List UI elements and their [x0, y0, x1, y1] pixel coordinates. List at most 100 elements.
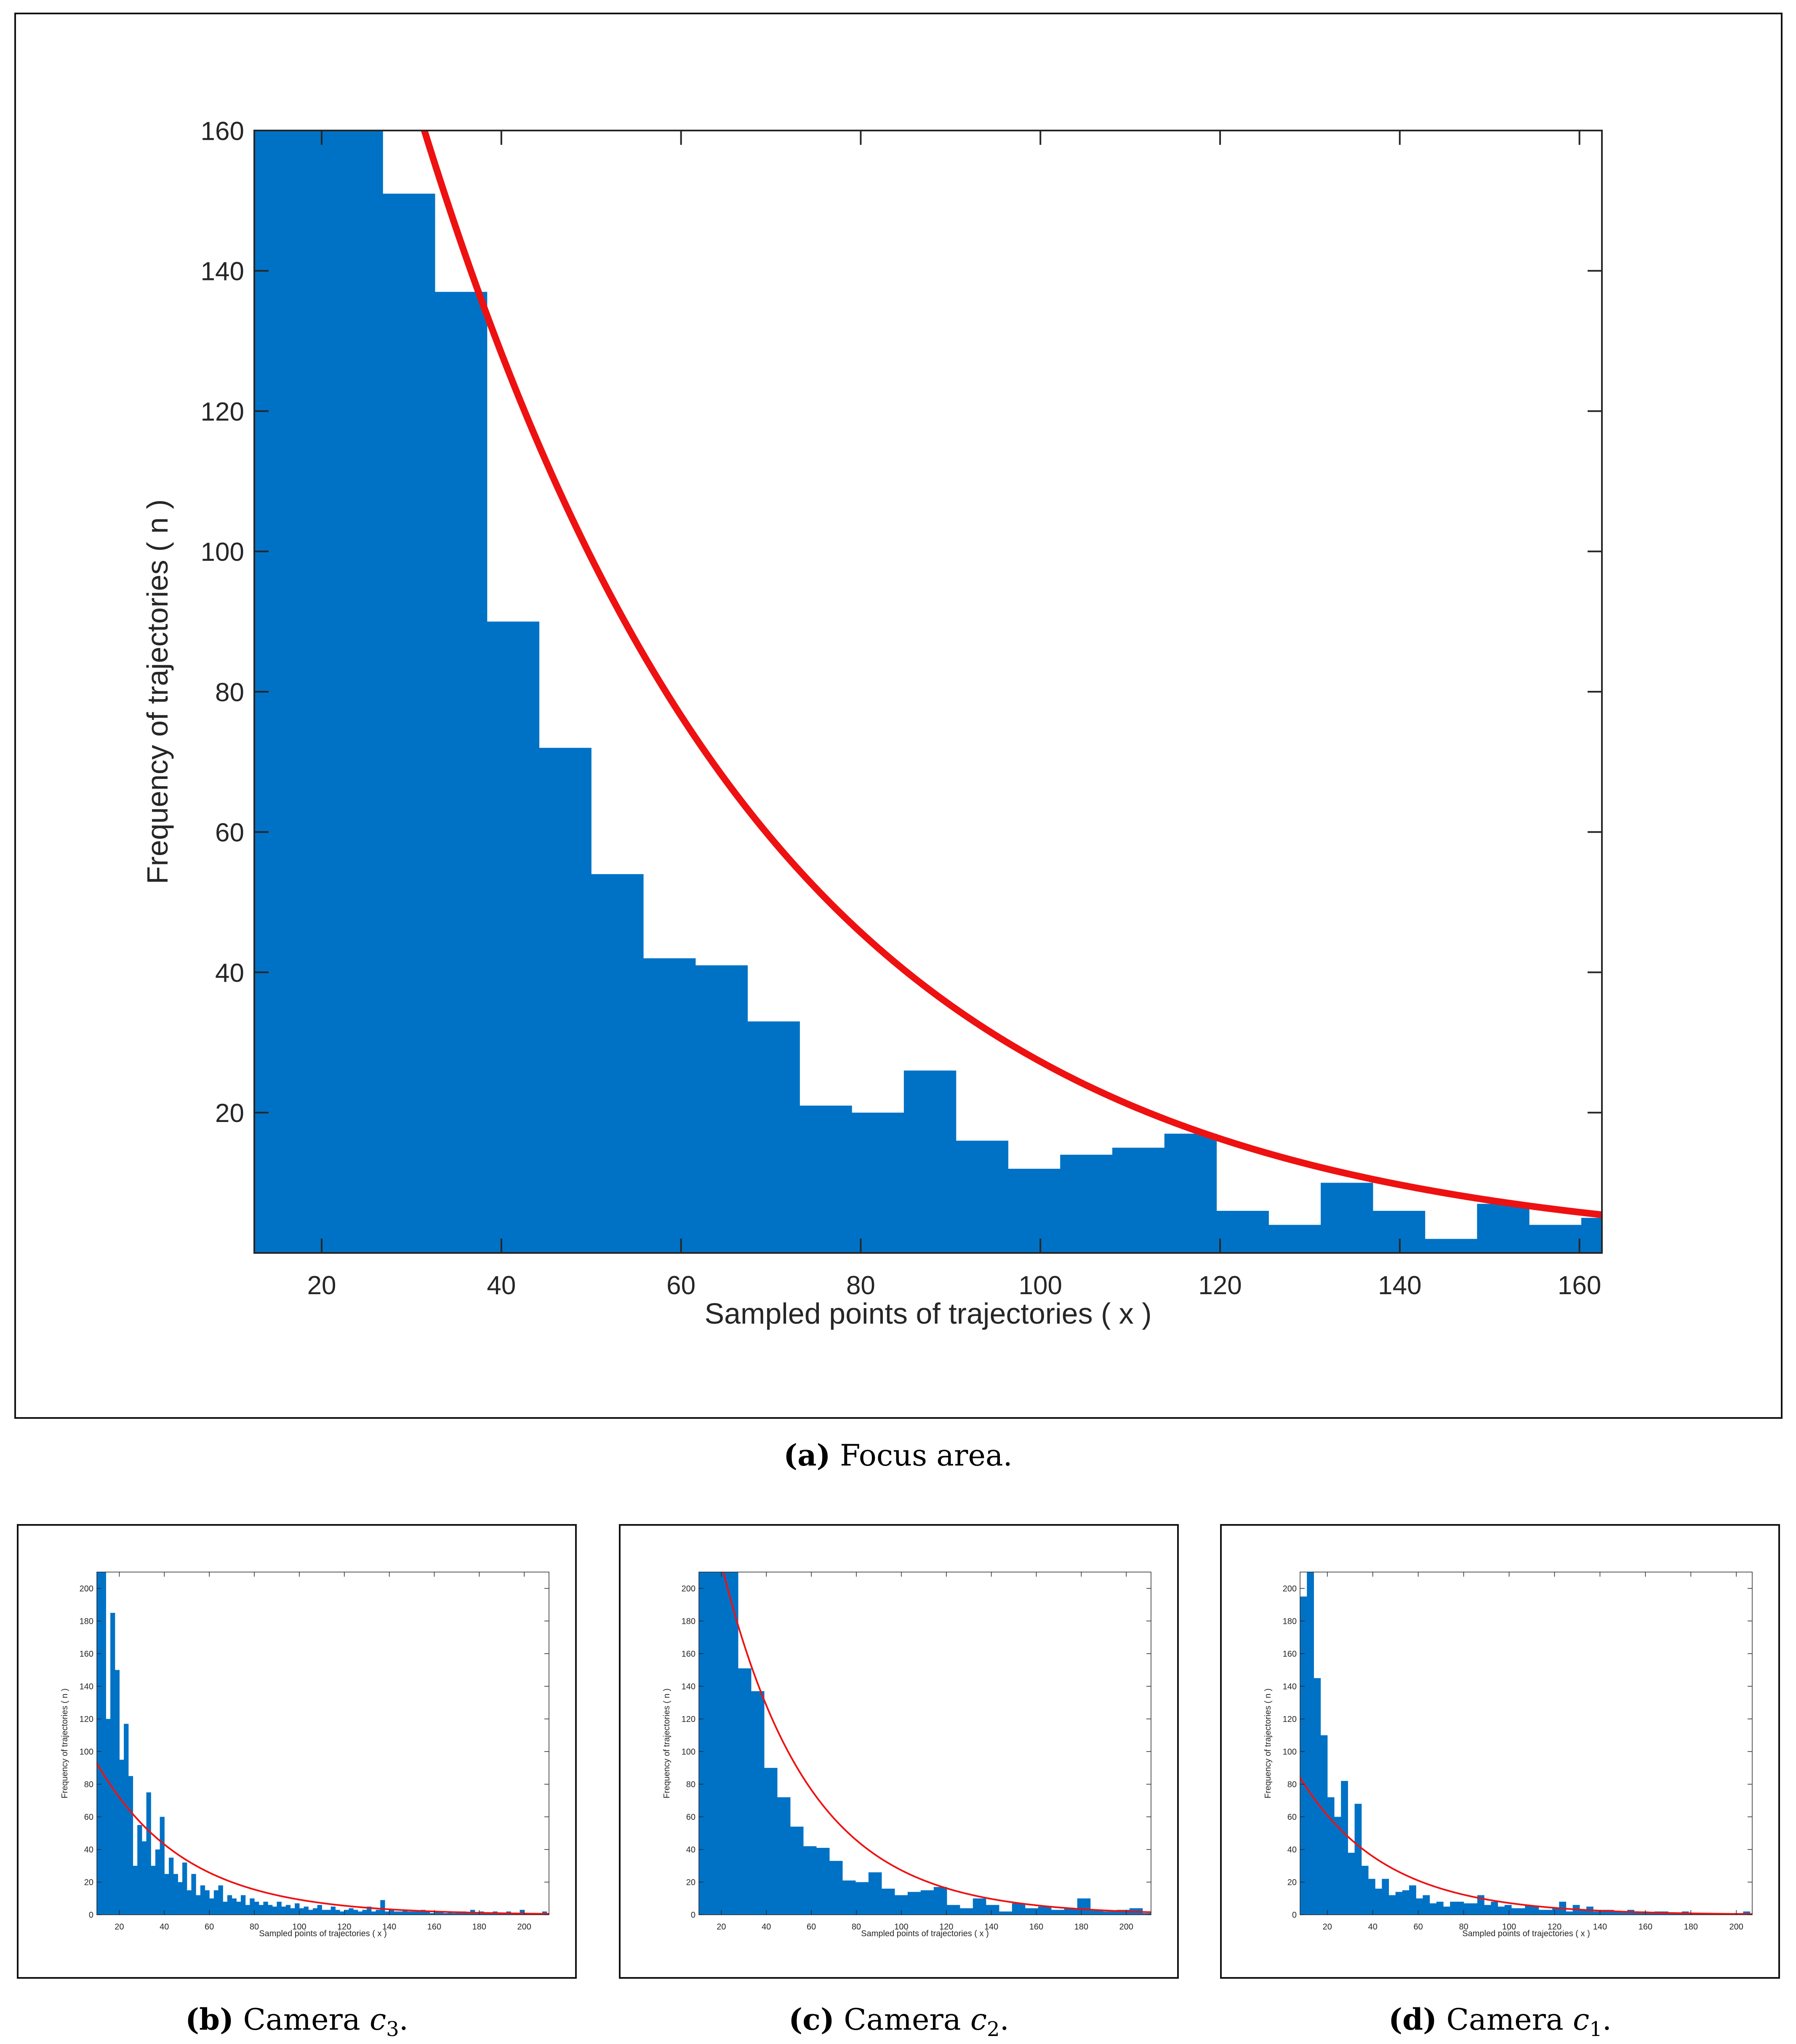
- bars-a: [254, 131, 1602, 1253]
- bar: [344, 1910, 349, 1915]
- bar: [223, 1901, 228, 1915]
- bar: [443, 1913, 448, 1915]
- bar: [1463, 1903, 1471, 1915]
- x-tick-label: 60: [666, 1271, 695, 1300]
- bar: [1064, 1908, 1078, 1915]
- bar: [1593, 1911, 1601, 1915]
- y-tick-label: 120: [80, 1715, 93, 1724]
- bar: [933, 1887, 947, 1915]
- y-tick-label: 40: [215, 959, 244, 988]
- bar: [213, 1890, 219, 1915]
- bar: [1498, 1906, 1505, 1915]
- y-tick-label: 160: [80, 1650, 93, 1659]
- bar: [1607, 1910, 1614, 1915]
- bar: [268, 1905, 273, 1915]
- y-tick-label: 60: [686, 1813, 695, 1822]
- y-tick-label: 40: [686, 1845, 695, 1855]
- y-tick-label: 200: [682, 1584, 695, 1594]
- bar: [394, 1911, 399, 1915]
- caption-d-label: (d): [1388, 2002, 1437, 2037]
- bar: [1538, 1910, 1546, 1915]
- bar: [141, 1841, 147, 1915]
- bar: [1395, 1892, 1403, 1915]
- bar: [384, 1911, 390, 1915]
- bar: [1429, 1903, 1437, 1915]
- bar: [312, 1908, 318, 1915]
- bar: [164, 1874, 169, 1915]
- bar: [1268, 1225, 1321, 1253]
- y-tick-label: 120: [201, 397, 244, 426]
- bar: [434, 292, 488, 1253]
- bar: [1504, 1905, 1512, 1915]
- bar: [1457, 1901, 1464, 1915]
- bar: [1470, 1903, 1478, 1915]
- bar: [425, 1911, 430, 1915]
- bar: [1382, 1879, 1389, 1915]
- bar: [97, 1572, 102, 1915]
- bar: [1450, 1901, 1457, 1915]
- bar: [340, 1911, 345, 1915]
- bar: [829, 1861, 843, 1915]
- bar: [852, 1112, 904, 1253]
- bar: [1008, 1169, 1061, 1253]
- y-axis-label: Frequency of trajectories ( n ): [662, 1688, 672, 1798]
- y-tick-label: 120: [682, 1715, 695, 1724]
- bar: [1566, 1911, 1573, 1915]
- bar: [353, 1910, 358, 1915]
- bar: [173, 1874, 178, 1915]
- bar: [903, 1070, 957, 1253]
- x-tick-label: 100: [292, 1922, 306, 1932]
- bar: [137, 1825, 142, 1915]
- bar: [1051, 1910, 1065, 1915]
- y-tick-label: 140: [682, 1682, 695, 1692]
- bar: [281, 1906, 286, 1915]
- chart-panel-a: 20 40 60 80 100 120 140 160 20 40 60 80 100 120 140 160…: [14, 13, 1783, 1419]
- bar: [591, 874, 644, 1253]
- chart-panel-d: 20 40 60 80 100 120 140 160 180 200 0 20 40 60 80 100 12…: [1220, 1524, 1780, 1979]
- caption-a-text: Focus area.: [839, 1438, 1013, 1473]
- bar: [398, 1911, 403, 1915]
- x-tick-label: 160: [1029, 1922, 1043, 1932]
- x-tick-label: 140: [1593, 1922, 1607, 1932]
- y-tick-label: 160: [1283, 1650, 1297, 1659]
- bar: [191, 1874, 196, 1915]
- bar: [799, 1106, 852, 1253]
- bar: [335, 1910, 340, 1915]
- bar: [1511, 1908, 1519, 1915]
- bar: [986, 1905, 999, 1915]
- bar: [1300, 1596, 1307, 1915]
- bar: [1216, 1211, 1269, 1253]
- bar: [1142, 1913, 1151, 1915]
- bar: [699, 1572, 712, 1915]
- x-tick-label: 180: [1074, 1922, 1088, 1932]
- x-tick-label: 20: [717, 1922, 726, 1932]
- bar: [1600, 1910, 1607, 1915]
- x-axis-label: Sampled points of trajectories ( x ): [259, 1929, 386, 1938]
- bar: [196, 1895, 201, 1915]
- bar: [119, 1759, 124, 1915]
- y-tick-label: 0: [691, 1911, 695, 1920]
- bar: [1025, 1908, 1039, 1915]
- bar: [1518, 1908, 1525, 1915]
- fit-curve: [1300, 1777, 1752, 1915]
- x-tick-label: 20: [115, 1922, 124, 1932]
- bar: [402, 1910, 408, 1915]
- caption-b-label: (b): [185, 2002, 234, 2037]
- bar: [1545, 1910, 1553, 1915]
- y-tick-label: 100: [682, 1748, 695, 1757]
- y-tick-label: 40: [1287, 1845, 1297, 1855]
- x-tick-label: 80: [852, 1922, 861, 1932]
- bars-d: [1300, 1572, 1751, 1915]
- bar: [416, 1911, 421, 1915]
- bar: [973, 1898, 986, 1915]
- x-tick-label: 120: [939, 1922, 953, 1932]
- bar: [349, 1908, 354, 1915]
- x-tick-label: 180: [472, 1922, 486, 1932]
- caption-d-end: .: [1602, 2002, 1612, 2037]
- x-tick-label: 80: [250, 1922, 259, 1932]
- caption-c-cam: c: [970, 2002, 987, 2037]
- bar: [380, 1900, 385, 1915]
- bar: [407, 1911, 412, 1915]
- y-tick-label: 20: [1287, 1878, 1297, 1887]
- bar: [1477, 1895, 1484, 1915]
